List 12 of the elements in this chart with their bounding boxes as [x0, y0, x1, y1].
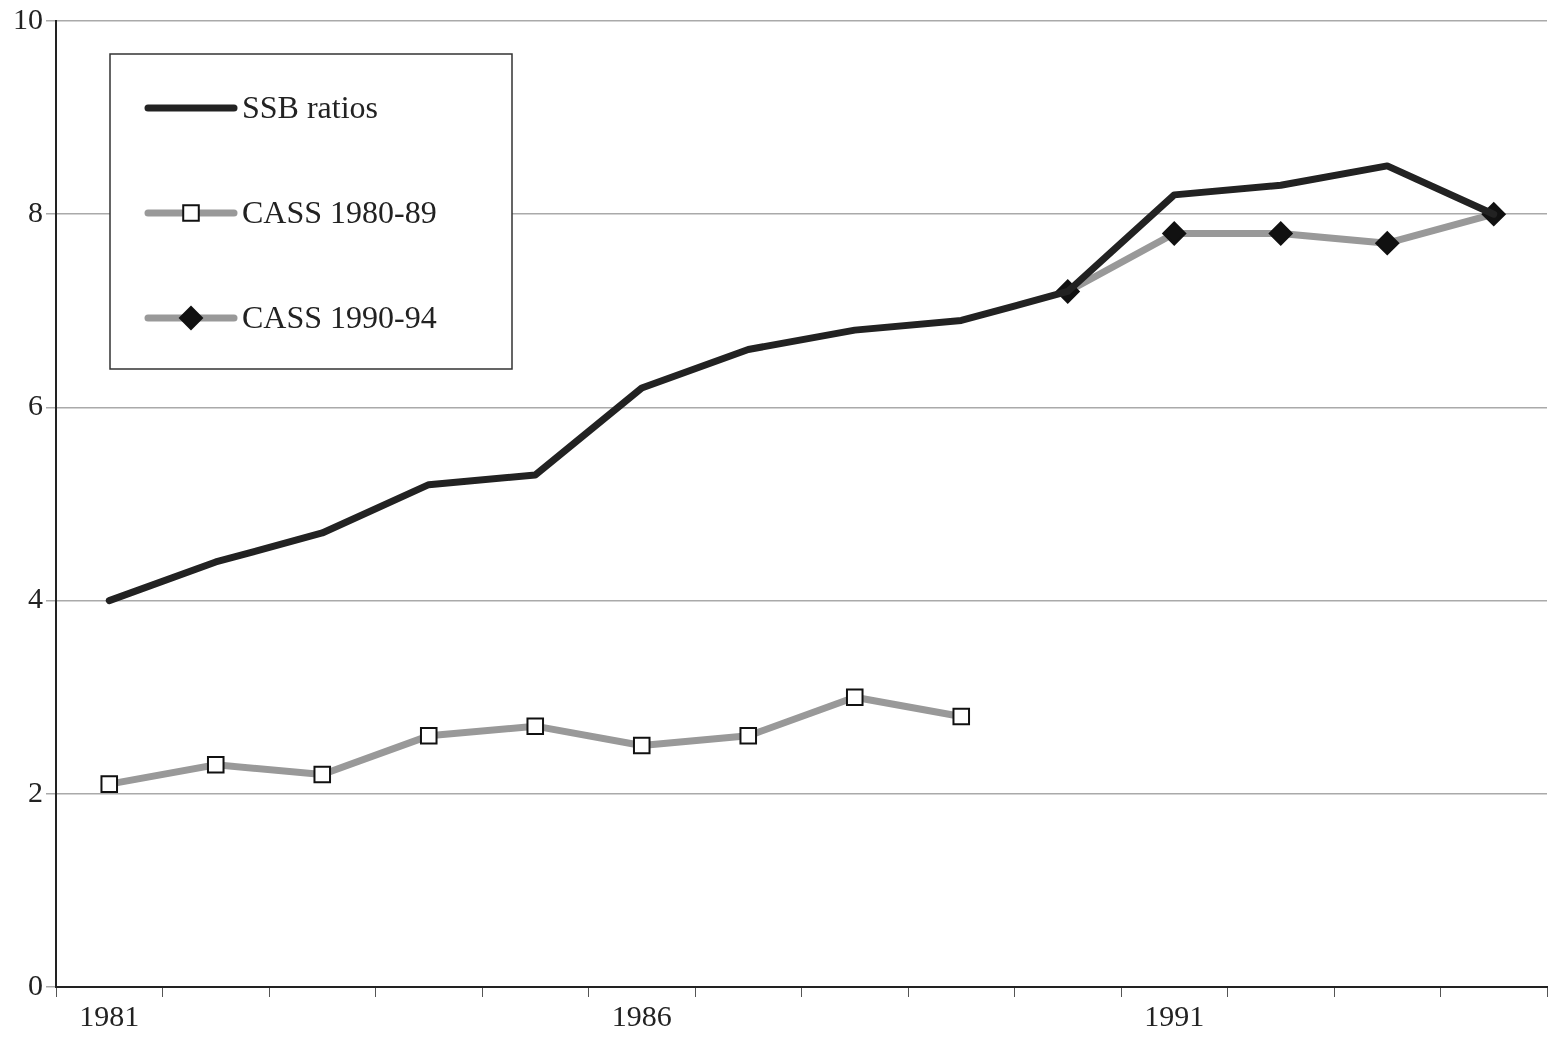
- x-tick-label: 1986: [611, 998, 672, 1032]
- y-tick-label: 10: [13, 1, 43, 35]
- y-tick-label: 2: [28, 774, 43, 808]
- y-tick-label: 8: [28, 195, 43, 229]
- y-tick-label: 4: [28, 581, 43, 615]
- legend-label: CASS 1990-94: [242, 299, 437, 336]
- x-tick-label: 1981: [79, 998, 140, 1032]
- y-tick-label: 0: [28, 967, 43, 1001]
- y-tick-label: 6: [28, 388, 43, 422]
- legend-label: CASS 1980-89: [242, 194, 437, 231]
- legend-label: SSB ratios: [242, 89, 379, 126]
- x-tick-label: 1991: [1144, 998, 1205, 1032]
